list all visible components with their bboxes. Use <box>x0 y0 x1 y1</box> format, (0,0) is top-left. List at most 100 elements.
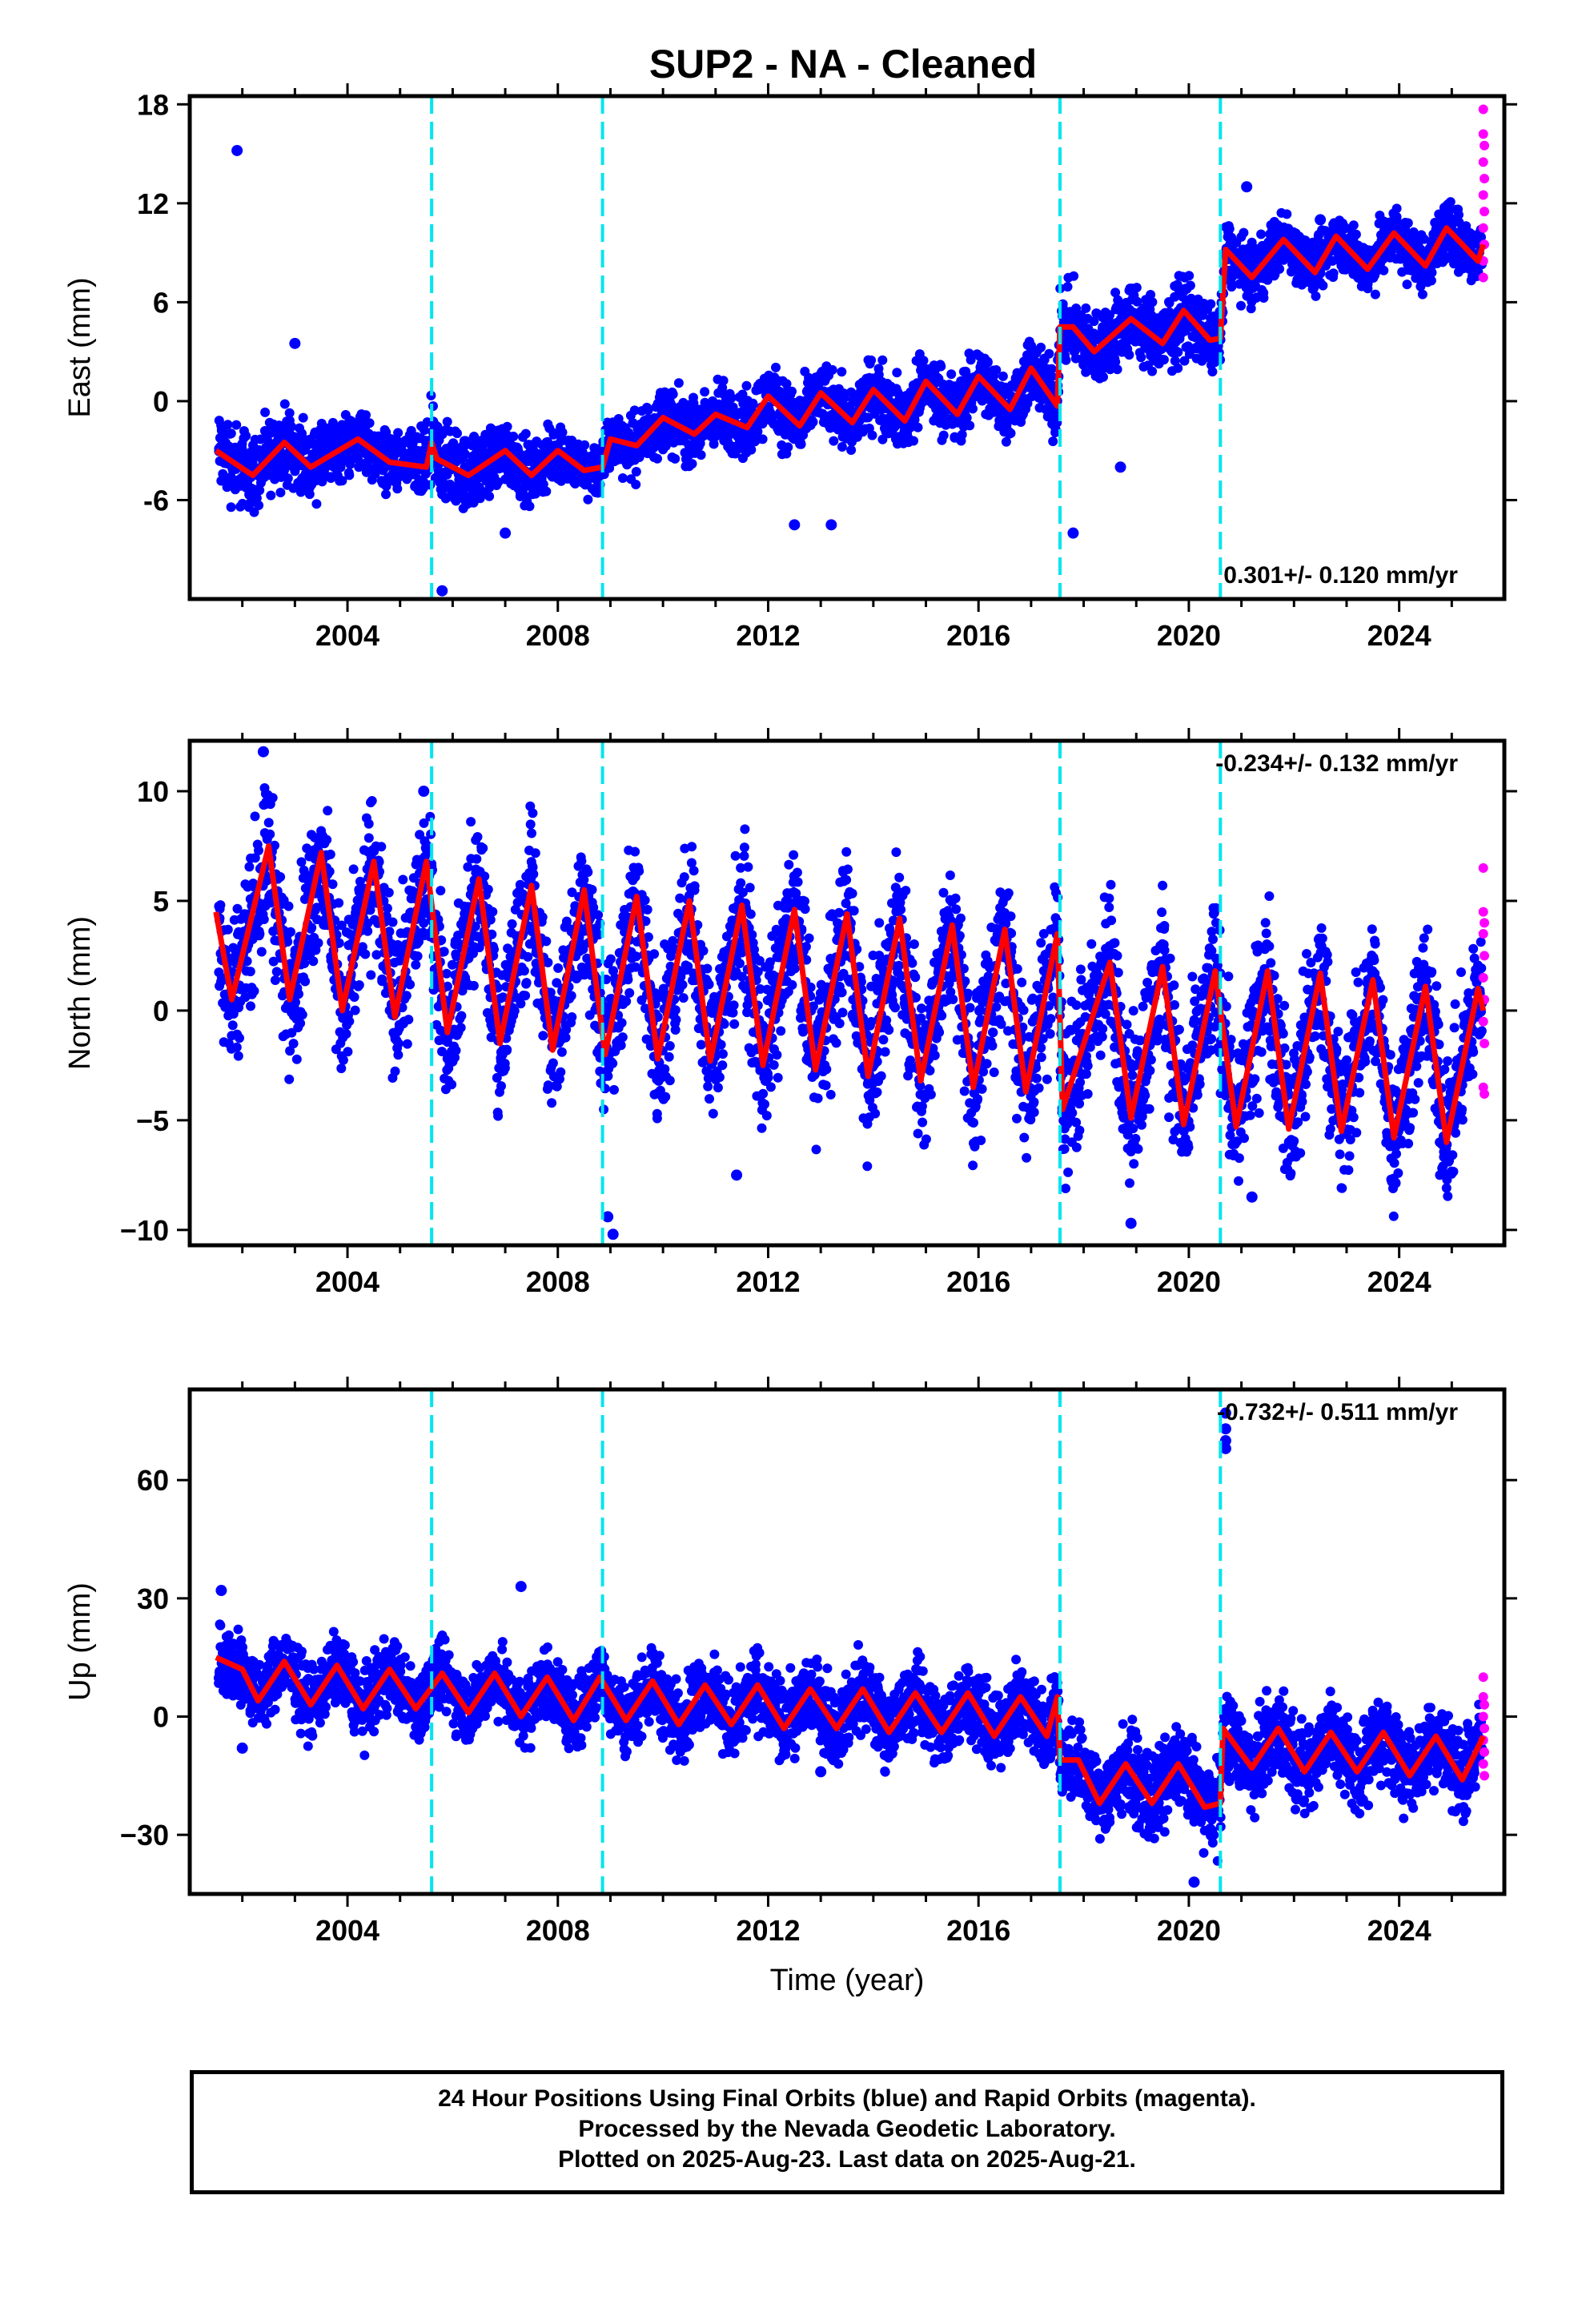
final-point <box>285 1046 295 1056</box>
final-point <box>308 956 319 967</box>
final-point <box>487 929 497 939</box>
final-point <box>962 412 972 423</box>
rapid-point <box>1478 129 1488 139</box>
final-point <box>255 485 265 496</box>
final-point <box>393 1050 404 1060</box>
outlier-point <box>825 519 837 531</box>
final-point <box>1207 367 1218 377</box>
y-tick-label: -6 <box>143 484 169 517</box>
final-point <box>343 1047 353 1057</box>
final-point <box>357 942 367 952</box>
final-point <box>387 917 398 927</box>
final-point <box>350 1005 360 1015</box>
final-point <box>726 392 737 403</box>
final-point <box>1147 366 1158 376</box>
final-point <box>390 1066 400 1076</box>
final-point <box>283 473 293 484</box>
final-point <box>341 1029 351 1039</box>
outlier-point <box>1067 527 1079 539</box>
final-point <box>696 450 706 460</box>
final-point <box>557 428 568 437</box>
final-point <box>393 1039 404 1048</box>
final-point <box>982 356 993 367</box>
final-point <box>1110 356 1121 367</box>
final-point <box>472 832 483 842</box>
final-point <box>256 947 267 957</box>
final-point <box>804 372 814 383</box>
final-point <box>297 1010 307 1020</box>
final-point <box>1348 220 1359 231</box>
final-point <box>829 436 839 446</box>
final-point <box>673 378 684 388</box>
final-point <box>377 974 387 984</box>
final-point <box>355 876 365 887</box>
final-point <box>468 980 479 991</box>
data-layer <box>213 746 1490 1240</box>
outlier-point <box>1241 181 1253 193</box>
rapid-point <box>1478 190 1488 200</box>
final-point <box>1445 197 1456 207</box>
final-point <box>334 938 344 948</box>
final-point <box>344 1016 355 1027</box>
final-point <box>275 872 286 882</box>
final-point <box>275 488 286 497</box>
final-point <box>1146 290 1156 300</box>
final-point <box>259 915 269 924</box>
final-point <box>271 967 282 977</box>
final-point <box>223 420 233 430</box>
final-point <box>1001 436 1011 447</box>
final-point <box>249 507 259 517</box>
final-point <box>447 959 457 970</box>
final-point <box>1105 310 1115 320</box>
x-tick-label: 2008 <box>526 619 590 652</box>
final-point <box>411 959 421 970</box>
outlier-point <box>500 527 512 539</box>
final-point <box>966 355 976 365</box>
final-point <box>1379 265 1389 275</box>
final-point <box>1046 372 1057 382</box>
final-point <box>381 489 391 500</box>
x-tick-label: 2012 <box>736 619 800 652</box>
velocity-annotation: 0.301+/- 0.120 mm/yr <box>1223 562 1458 589</box>
chart-title: SUP2 - NA - Cleaned <box>649 42 1037 86</box>
final-point <box>246 1001 255 1011</box>
final-point <box>312 915 322 925</box>
final-point <box>670 453 681 464</box>
final-point <box>1426 275 1436 286</box>
final-point <box>419 918 429 928</box>
final-point <box>283 901 294 911</box>
final-point <box>419 818 429 828</box>
final-point <box>451 1045 461 1055</box>
final-point <box>1006 428 1016 438</box>
final-point <box>286 927 295 937</box>
final-point <box>1124 350 1134 360</box>
final-point <box>298 412 308 423</box>
rapid-point <box>1480 207 1490 217</box>
final-point <box>1184 271 1195 281</box>
final-point <box>796 439 806 449</box>
final-point <box>442 981 452 991</box>
final-point <box>366 970 376 980</box>
final-point <box>1363 283 1373 294</box>
final-point <box>1105 364 1115 375</box>
final-point <box>781 379 792 389</box>
final-point <box>382 903 392 914</box>
final-point <box>250 811 260 822</box>
final-point <box>508 432 519 441</box>
final-point <box>422 846 432 857</box>
final-point <box>520 428 531 439</box>
final-point <box>489 944 499 955</box>
final-point <box>456 1023 466 1033</box>
final-point <box>957 429 967 440</box>
final-point <box>460 436 471 446</box>
y-axis-label: East (mm) <box>63 277 97 417</box>
final-point <box>300 976 311 987</box>
final-point <box>325 849 335 859</box>
rapid-point <box>1480 173 1490 183</box>
final-point <box>939 411 950 421</box>
final-point <box>1173 347 1183 357</box>
final-point <box>268 956 279 967</box>
outlier-point <box>1114 461 1126 473</box>
final-point <box>405 979 416 990</box>
